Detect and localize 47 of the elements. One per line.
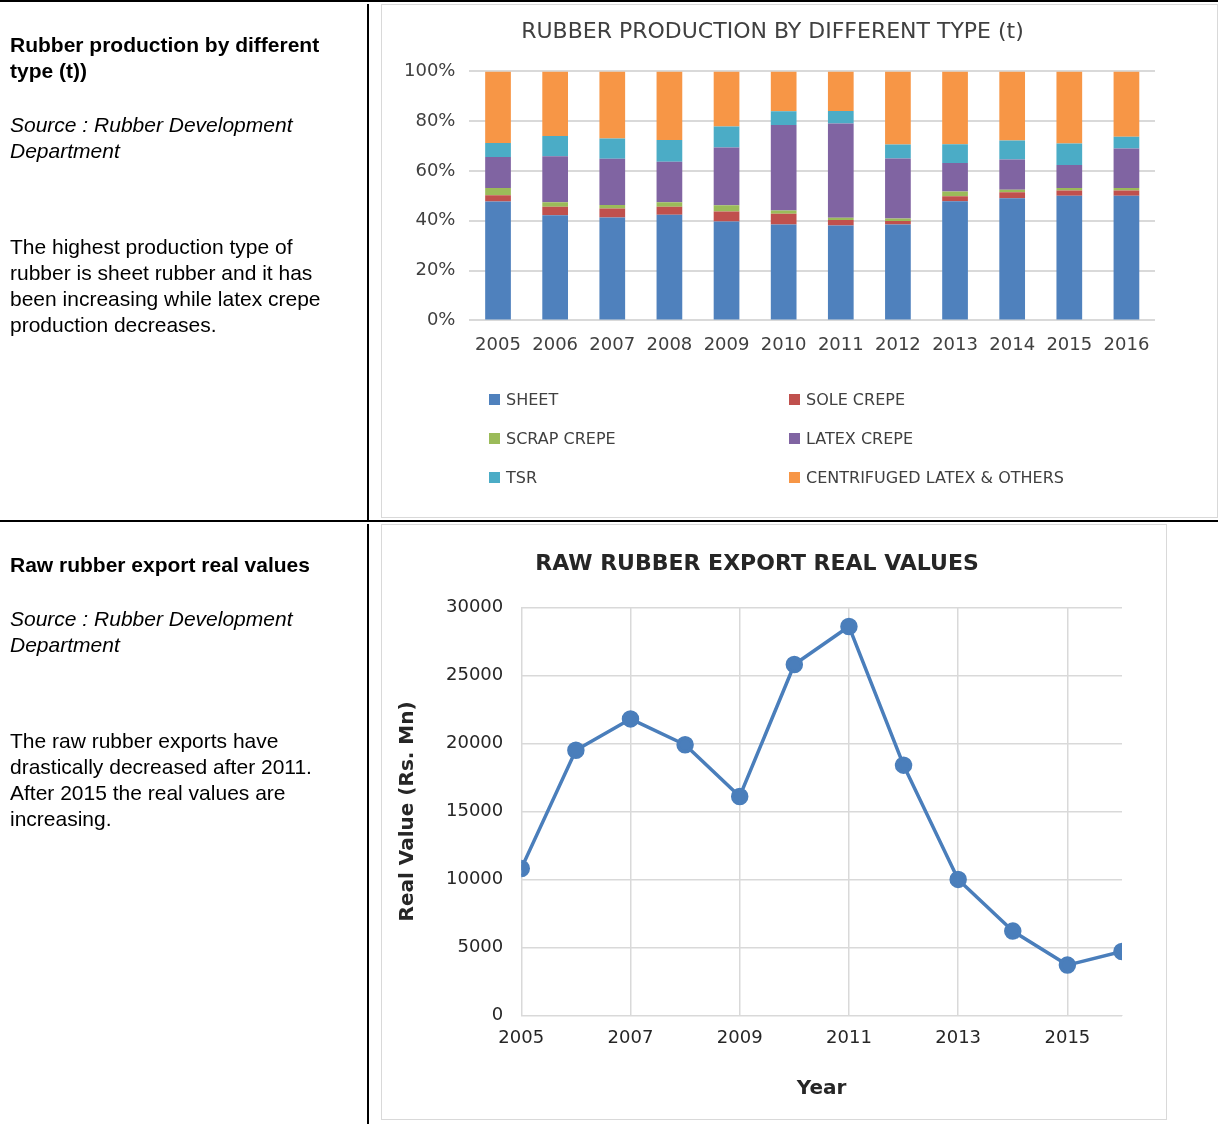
y-tick-label: 30000 [446, 595, 504, 617]
y-axis-title: Real Value (Rs. Mn) [394, 701, 419, 922]
y-tick-label: 10000 [446, 867, 504, 889]
text: The raw rubber exports have drastically decreased after 2011. After 2015 the real values are increasing. [10, 728, 313, 832]
y-tick-label: 25000 [446, 663, 504, 685]
text: Rubber production by different type (t)) [10, 32, 321, 84]
x-tick-label: 2013 [932, 332, 978, 354]
x-tick-label: 2015 [1044, 1025, 1091, 1047]
x-tick-label: 2006 [532, 332, 579, 354]
x-tick-label: 2012 [875, 332, 921, 354]
source-note: Source : Rubber Development Department [10, 112, 295, 164]
x-tick-label: 2005 [498, 1025, 545, 1047]
legend-label: SOLE CREPE [806, 390, 906, 409]
text: The highest production type of rubber is sheet rubber and it has been increasing while latex crepe production decreases. [10, 234, 322, 338]
source-note: Source : Rubber Development Department [10, 606, 295, 658]
x-tick-label: 2010 [760, 332, 807, 354]
y-tick-label: 20% [415, 258, 456, 280]
legend-label: LATEX CREPE [806, 429, 914, 448]
chart-title: RAW RUBBER EXPORT REAL VALUES [535, 549, 979, 575]
x-tick-label: 2015 [1046, 332, 1093, 354]
x-tick-label: 2011 [817, 332, 864, 354]
y-tick-label: 80% [415, 108, 456, 130]
x-tick-label: 2005 [475, 332, 521, 354]
y-tick-label: 40% [415, 208, 456, 230]
chart-title: RUBBER PRODUCTION BY DIFFERENT TYPE (t) [521, 17, 1024, 43]
x-axis-title: Year [795, 1075, 847, 1100]
legend-label: CENTRIFUGED LATEX & OTHERS [806, 468, 1064, 487]
y-tick-label: 60% [415, 158, 456, 180]
x-tick-label: 2009 [703, 332, 750, 354]
y-tick-label: 0 [491, 1003, 504, 1025]
text: Raw rubber export real values [10, 552, 311, 578]
x-tick-label: 2016 [1103, 332, 1150, 354]
x-tick-label: 2014 [989, 332, 1036, 354]
x-tick-label: 2011 [826, 1025, 872, 1047]
x-tick-label: 2008 [646, 332, 693, 354]
y-tick-label: 20000 [446, 731, 504, 753]
x-tick-label: 2013 [935, 1025, 982, 1047]
y-tick-label: 100% [403, 59, 456, 81]
y-tick-label: 5000 [457, 935, 504, 957]
legend-label: SHEET [506, 390, 559, 409]
legend-label: SCRAP CREPE [506, 429, 616, 448]
y-tick-label: 15000 [446, 799, 504, 821]
x-tick-label: 2009 [716, 1025, 763, 1047]
x-tick-label: 2007 [589, 332, 636, 354]
x-tick-label: 2007 [607, 1025, 654, 1047]
legend-label: TSR [506, 468, 538, 487]
y-tick-label: 0% [426, 308, 456, 330]
